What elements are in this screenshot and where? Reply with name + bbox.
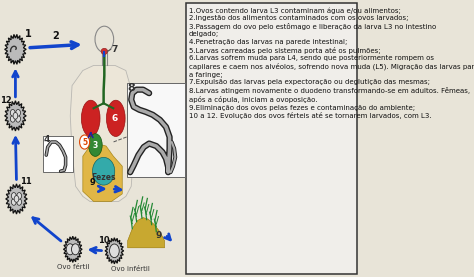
Circle shape <box>17 193 21 199</box>
Ellipse shape <box>92 157 115 185</box>
FancyBboxPatch shape <box>127 83 185 177</box>
FancyBboxPatch shape <box>44 136 73 172</box>
Circle shape <box>11 199 16 205</box>
Text: Fezes: Fezes <box>91 173 116 182</box>
Text: 9: 9 <box>155 231 162 240</box>
Text: 10: 10 <box>98 236 109 245</box>
Polygon shape <box>128 217 164 248</box>
Circle shape <box>66 244 74 255</box>
Circle shape <box>16 116 20 122</box>
Text: 2: 2 <box>53 31 59 41</box>
Ellipse shape <box>101 48 108 54</box>
Circle shape <box>10 109 15 116</box>
Text: 9: 9 <box>90 178 96 187</box>
Text: Ovo infértil: Ovo infértil <box>111 266 150 272</box>
Circle shape <box>80 135 90 149</box>
Text: 6: 6 <box>111 114 118 123</box>
Circle shape <box>11 193 16 199</box>
Circle shape <box>17 199 21 205</box>
Text: 7: 7 <box>111 45 118 54</box>
Circle shape <box>14 196 19 202</box>
Text: 11: 11 <box>20 177 32 186</box>
Text: 12: 12 <box>0 96 12 105</box>
Polygon shape <box>64 236 82 262</box>
Text: 8: 8 <box>128 83 135 93</box>
Polygon shape <box>6 184 27 214</box>
Text: Ovo fértil: Ovo fértil <box>56 265 89 270</box>
Polygon shape <box>105 238 124 264</box>
Circle shape <box>16 109 20 116</box>
Text: 5: 5 <box>82 137 87 147</box>
Circle shape <box>13 112 18 119</box>
Polygon shape <box>5 101 26 131</box>
Polygon shape <box>70 65 134 201</box>
Circle shape <box>10 116 15 122</box>
Polygon shape <box>5 34 26 64</box>
Circle shape <box>109 244 119 258</box>
Polygon shape <box>83 143 122 201</box>
FancyBboxPatch shape <box>186 2 357 275</box>
Ellipse shape <box>107 100 125 137</box>
Text: 1: 1 <box>25 29 32 39</box>
Text: 3: 3 <box>93 140 98 150</box>
Text: 1.Ovos contendo larva L3 contaminam água e/ou alimentos;
2.Ingestão dos alimento: 1.Ovos contendo larva L3 contaminam água… <box>189 7 474 119</box>
Ellipse shape <box>89 134 102 157</box>
Text: 4: 4 <box>43 135 49 144</box>
Ellipse shape <box>82 100 100 137</box>
Circle shape <box>72 244 79 255</box>
